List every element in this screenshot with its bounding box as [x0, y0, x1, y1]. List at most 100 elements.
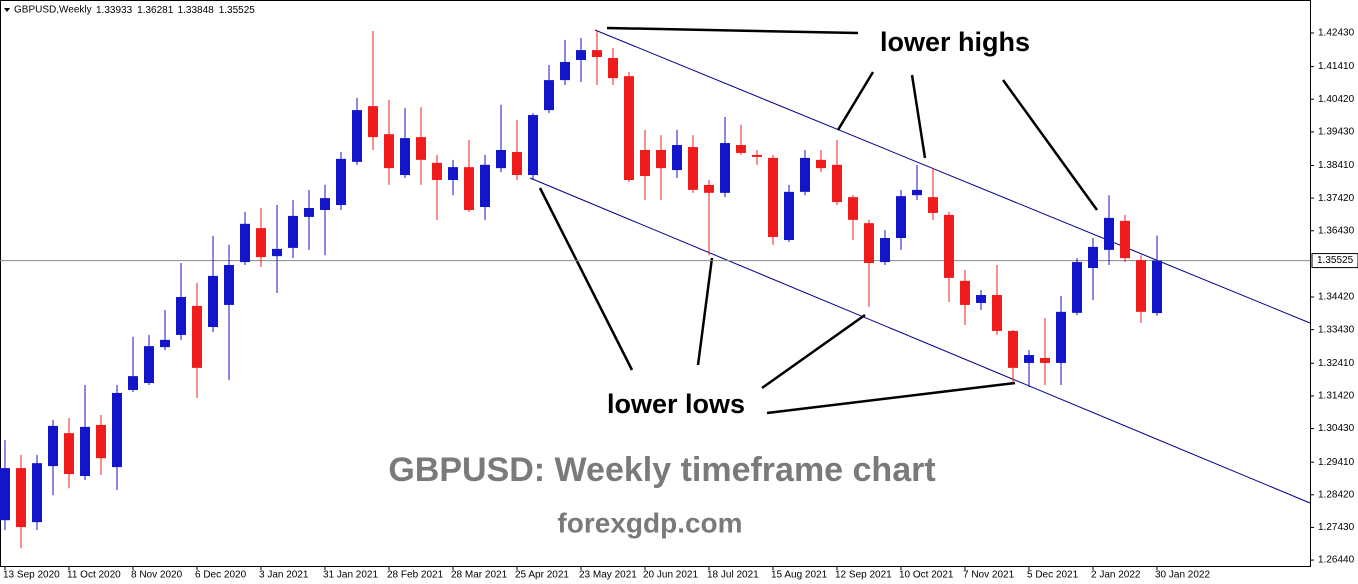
x-tick-label: 8 Nov 2020: [131, 570, 183, 581]
candle-body: [240, 223, 250, 263]
y-tick-label: 1.41410: [1318, 61, 1355, 72]
candle-body: [720, 143, 730, 193]
candle-body: [208, 275, 218, 328]
candle-body: [288, 215, 298, 248]
candle-body: [480, 164, 490, 208]
candle-body: [816, 159, 826, 169]
candle-body: [48, 425, 58, 467]
candle-body: [0, 468, 10, 521]
candle-body: [928, 197, 938, 213]
y-tick-label: 1.38410: [1318, 160, 1355, 171]
x-tick-label: 15 Aug 2021: [771, 570, 828, 581]
candle-body: [256, 228, 266, 258]
candle-body: [464, 167, 474, 210]
candle-body: [1152, 260, 1162, 314]
candle-body: [544, 80, 554, 111]
candle-body: [560, 61, 570, 81]
y-tick-label: 1.39430: [1318, 126, 1355, 137]
x-tick-label: 28 Mar 2021: [451, 570, 508, 581]
candle-body: [1024, 355, 1034, 363]
x-tick-label: 31 Jan 2021: [323, 570, 378, 581]
candle-body: [432, 162, 442, 180]
y-tick-label: 1.30430: [1318, 423, 1355, 434]
candle-body: [1008, 330, 1018, 368]
candle-body: [896, 196, 906, 239]
watermark-site: forexgdp.com: [557, 507, 742, 538]
candle-body: [272, 248, 282, 257]
y-tick-label: 1.28420: [1318, 489, 1355, 500]
candle-body: [528, 115, 538, 176]
y-tick-label: 1.40420: [1318, 94, 1355, 105]
y-tick-label: 1.26440: [1318, 555, 1355, 566]
trend-channel: [529, 29, 1311, 504]
candle-body: [752, 154, 762, 157]
plot-frame: [0, 0, 1311, 567]
y-tick-label: 1.27430: [1318, 522, 1355, 533]
pointer-line: [1001, 79, 1099, 211]
candle-body: [912, 189, 922, 196]
ohlc-value: 1.33933: [96, 5, 133, 16]
candle-body: [320, 198, 330, 210]
watermark-title: GBPUSD: Weekly timeframe chart: [388, 451, 935, 489]
candle-body: [848, 197, 858, 220]
candle-body: [784, 191, 794, 240]
x-tick-label: 5 Dec 2021: [1027, 570, 1079, 581]
candle-body: [576, 50, 586, 60]
candle-body: [512, 151, 522, 176]
candle-body: [1088, 246, 1098, 269]
x-tick-label: 28 Feb 2021: [387, 570, 444, 581]
x-tick-label: 7 Nov 2021: [963, 570, 1015, 581]
x-tick-label: 13 Sep 2020: [3, 570, 60, 581]
pointer-line: [910, 74, 927, 159]
ohlc-value: 1.35525: [219, 5, 256, 16]
annotation: lower lows: [607, 389, 745, 419]
candle-body: [160, 339, 170, 348]
candles: [0, 29, 1310, 549]
candle-body: [672, 145, 682, 171]
ohlc-readout: 1.33933 1.36281 1.33848 1.35525: [96, 5, 255, 16]
y-tick-label: 1.31420: [1318, 391, 1355, 402]
candle-body: [400, 138, 410, 176]
x-tick-label: 12 Sep 2021: [835, 570, 892, 581]
x-tick-label: 11 Oct 2020: [67, 570, 121, 581]
y-tick-label: 1.32410: [1318, 358, 1355, 369]
candle-body: [64, 433, 74, 475]
candle-body: [688, 147, 698, 190]
y-tick-label: 1.29410: [1318, 457, 1355, 468]
candle-body: [192, 305, 202, 368]
x-tick-label: 23 May 2021: [579, 570, 637, 581]
pointer-line: [696, 257, 714, 366]
candle-body: [128, 376, 138, 390]
candle-body: [736, 145, 746, 153]
candle-body: [832, 164, 842, 203]
pointer-line: [606, 26, 859, 35]
x-tick-label: 30 Jan 2022: [1155, 570, 1210, 581]
pointer-lines: [538, 26, 1099, 415]
x-tick-label: 10 Oct 2021: [899, 570, 954, 581]
x-tick-label: 6 Dec 2020: [195, 570, 247, 581]
y-tick-label: 1.36430: [1318, 225, 1355, 236]
candle-body: [624, 76, 634, 180]
candle-body: [224, 265, 234, 305]
candle-body: [176, 297, 186, 335]
candle-body: [496, 149, 506, 169]
candle-body: [416, 137, 426, 160]
pointer-line: [766, 381, 1016, 415]
annotation: lower highs: [880, 27, 1030, 57]
pointer-line: [761, 313, 866, 390]
lower-trendline: [529, 177, 1311, 504]
x-tick-label: 3 Jan 2021: [259, 570, 309, 581]
candle-body: [1120, 220, 1130, 259]
candle-body: [32, 463, 42, 523]
candle-body: [96, 424, 106, 459]
candle-body: [592, 50, 602, 58]
ohlc-value: 1.36281: [137, 5, 174, 16]
candle-body: [976, 295, 986, 303]
candle-body: [704, 184, 714, 193]
candle-body: [880, 238, 890, 263]
chart-title: GBPUSD,Weekly: [14, 5, 92, 16]
y-tick-label: 1.42430: [1318, 28, 1355, 39]
y-tick-label: 1.37420: [1318, 193, 1355, 204]
candle-body: [640, 149, 650, 177]
candle-body: [80, 426, 90, 477]
